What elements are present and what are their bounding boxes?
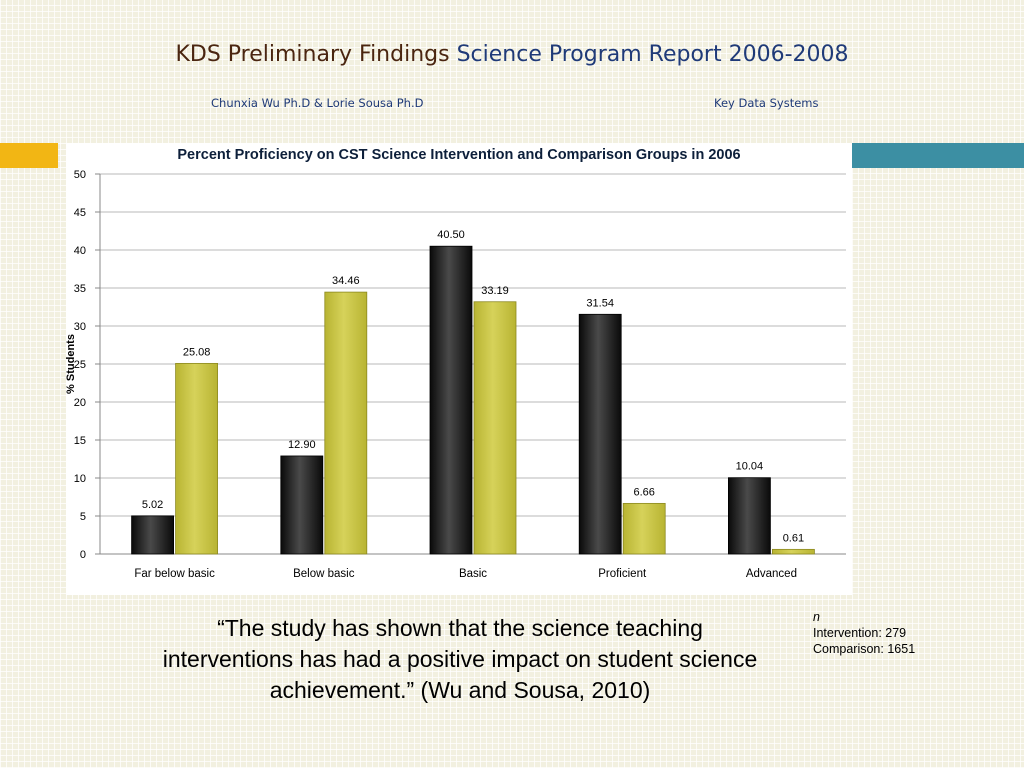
y-tick-label: 30 xyxy=(74,321,86,333)
slide-title-part1: KDS Preliminary Findings xyxy=(175,42,450,67)
data-label: 0.61 xyxy=(783,532,804,544)
data-label: 33.19 xyxy=(481,285,509,297)
organization: Key Data Systems xyxy=(714,96,819,110)
y-axis-label: % Students xyxy=(66,334,77,394)
quote: “The study has shown that the science te… xyxy=(162,615,758,703)
sample-size-comparison: Comparison: 1651 xyxy=(813,642,916,656)
data-label: 10.04 xyxy=(736,461,764,473)
sample-size-label: n xyxy=(813,610,820,624)
sample-size: n Intervention: 279 Comparison: 1651 xyxy=(813,609,915,657)
y-tick-label: 40 xyxy=(74,245,86,257)
data-label: 12.90 xyxy=(288,439,316,451)
x-tick-label: Advanced xyxy=(746,568,797,580)
data-label: 5.02 xyxy=(142,499,163,511)
bar-intervention xyxy=(429,245,473,555)
y-tick-label: 50 xyxy=(74,169,86,181)
sample-size-intervention: Intervention: 279 xyxy=(813,626,907,640)
bar-comparison xyxy=(473,301,517,555)
x-tick-label: Basic xyxy=(459,568,487,580)
data-label: 31.54 xyxy=(586,297,614,309)
slide-title-part2: Science Program Report 2006-2008 xyxy=(456,42,849,67)
bar-intervention xyxy=(578,313,622,555)
data-label: 25.08 xyxy=(183,346,211,358)
bar-comparison xyxy=(324,291,368,555)
chart-title: Percent Proficiency on CST Science Inter… xyxy=(177,147,740,163)
bar-intervention xyxy=(728,477,771,555)
bar-comparison xyxy=(175,362,218,555)
y-tick-label: 25 xyxy=(74,359,86,371)
slide-title: KDS Preliminary Findings Science Program… xyxy=(0,42,1024,67)
accent-box xyxy=(0,143,58,168)
y-tick-label: 45 xyxy=(74,207,86,219)
data-label: 34.46 xyxy=(332,275,360,287)
x-tick-label: Far below basic xyxy=(134,568,215,580)
data-label: 40.50 xyxy=(437,229,465,241)
y-tick-label: 10 xyxy=(74,473,86,485)
bar-comparison xyxy=(622,502,666,555)
data-label: 6.66 xyxy=(633,486,654,498)
bar-intervention xyxy=(280,455,324,555)
y-tick-label: 5 xyxy=(80,511,86,523)
x-tick-label: Proficient xyxy=(598,568,647,580)
bar-intervention xyxy=(131,515,174,555)
x-tick-label: Below basic xyxy=(293,568,355,580)
bar-comparison xyxy=(772,548,815,555)
y-tick-label: 0 xyxy=(80,549,86,561)
chart: Percent Proficiency on CST Science Inter… xyxy=(66,147,846,580)
chart-panel: Percent Proficiency on CST Science Inter… xyxy=(66,143,852,595)
y-tick-label: 20 xyxy=(74,397,86,409)
y-tick-label: 35 xyxy=(74,283,86,295)
y-tick-label: 15 xyxy=(74,435,86,447)
authors: Chunxia Wu Ph.D & Lorie Sousa Ph.D xyxy=(211,96,424,110)
